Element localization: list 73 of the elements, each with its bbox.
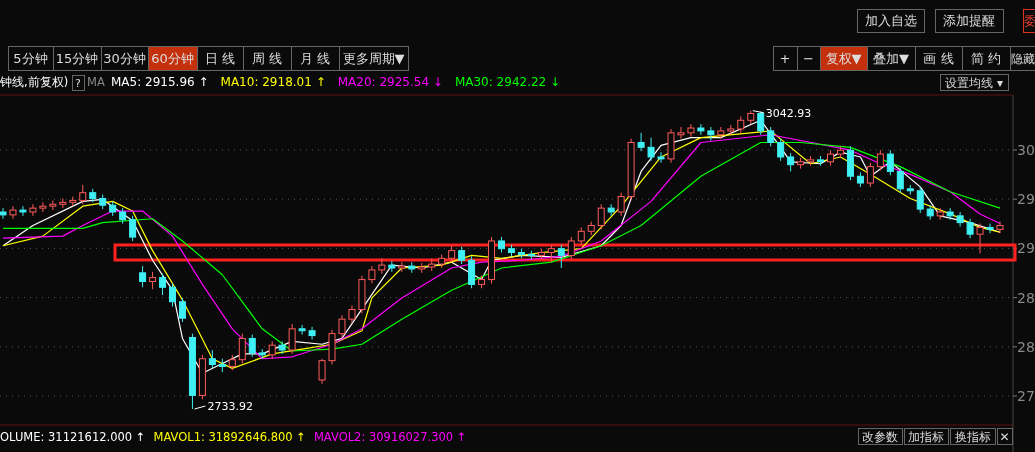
text: 换指标	[954, 429, 991, 444]
text: 简 约	[970, 50, 1002, 66]
text: ✕	[999, 429, 1010, 444]
candlestick	[168, 282, 176, 308]
candlestick	[657, 151, 665, 164]
candlestick	[637, 132, 645, 152]
text: 28	[1017, 338, 1035, 355]
text: 27	[1017, 388, 1035, 404]
candlestick	[348, 305, 356, 324]
text: MA	[87, 75, 105, 89]
candlestick	[687, 123, 695, 138]
text: 复权▼	[825, 50, 862, 66]
candlestick	[288, 323, 296, 355]
candlestick	[328, 329, 336, 366]
annotation: 2733.92	[207, 400, 253, 413]
text: 加入自选	[864, 13, 917, 29]
candlestick	[986, 223, 994, 234]
text: OLUME: 31121612.000 ↑	[0, 430, 146, 444]
text: 60分钟	[151, 50, 194, 66]
text: 月 线	[299, 50, 331, 66]
candlestick	[368, 265, 376, 284]
text: 日 线	[204, 50, 236, 66]
text: 29	[1017, 191, 1035, 208]
text: 添加提醒	[943, 13, 995, 29]
candlestick	[697, 123, 705, 136]
candlestick	[976, 223, 984, 254]
text: MA10: 2918.01 ↑	[220, 75, 326, 89]
candlestick	[627, 138, 635, 201]
candlestick	[308, 326, 316, 340]
candlestick	[677, 126, 685, 140]
candlestick	[49, 199, 57, 211]
candlestick	[39, 201, 47, 213]
text: 委	[1024, 14, 1035, 29]
text: 设置均线 ▾	[945, 75, 1003, 90]
text: 改参数	[862, 429, 898, 444]
text: 加指标	[908, 429, 944, 444]
candlestick	[996, 221, 1004, 234]
text: 30	[1017, 142, 1035, 158]
text: MA20: 2925.54 ↓	[337, 75, 443, 89]
text: MA30: 2942.22 ↓	[454, 75, 561, 89]
candlestick	[707, 126, 715, 142]
text: 30分钟	[103, 50, 146, 66]
candlestick	[378, 257, 386, 275]
text: 周 线	[251, 50, 283, 66]
text: 钟线,前复权)	[0, 75, 69, 89]
candlestick	[19, 205, 27, 217]
candlestick	[29, 203, 37, 217]
text: MA5: 2915.96 ↑	[111, 75, 209, 89]
text: ?	[75, 76, 82, 90]
text: 29	[1017, 240, 1035, 257]
candlestick	[966, 218, 974, 239]
candlestick	[0, 207, 7, 220]
candlestick	[358, 275, 366, 314]
annotation: 3042.93	[765, 106, 812, 120]
text: 隐藏	[1010, 51, 1035, 66]
text: 5分钟	[13, 50, 48, 66]
text: 15分钟	[55, 50, 99, 66]
candlestick	[956, 211, 964, 227]
candlestick	[9, 205, 17, 220]
text: +	[779, 50, 791, 66]
text: 叠加▼	[873, 50, 909, 66]
candlestick	[617, 192, 625, 217]
text: 更多周期▼	[342, 50, 405, 66]
text: 28	[1017, 289, 1035, 306]
candlestick	[298, 324, 306, 336]
candlestick	[318, 358, 326, 385]
candlestick	[667, 128, 675, 164]
text: −	[803, 50, 814, 66]
text: MAVOL1: 31892646.800 ↑	[153, 430, 306, 444]
text: 画 线	[923, 50, 954, 66]
text: MAVOL2: 30916027.300 ↑	[313, 430, 467, 444]
candlestick	[338, 314, 346, 338]
candlestick	[647, 137, 655, 162]
